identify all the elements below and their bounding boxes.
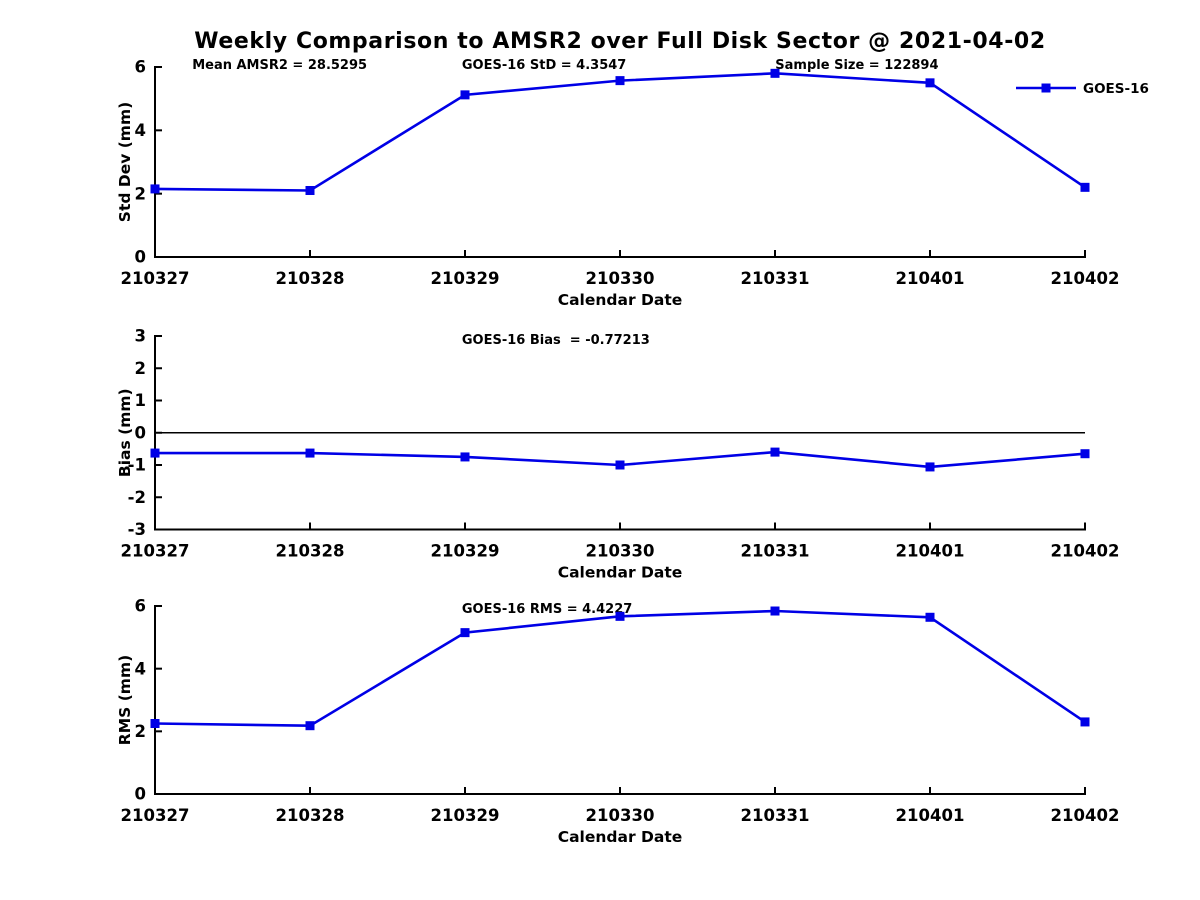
x-tick-label: 210402 (1051, 806, 1120, 825)
rms-ylabel: RMS (mm) (116, 655, 134, 745)
data-point-marker (615, 76, 625, 86)
x-tick-label: 210327 (121, 542, 190, 561)
y-tick-label: 0 (135, 423, 146, 442)
x-tick-label: 210330 (586, 806, 655, 825)
x-tick-label: 210329 (431, 269, 500, 288)
bias-annotation: GOES-16 Bias = -0.77213 (462, 333, 650, 348)
y-tick-label: 1 (135, 391, 146, 410)
y-tick-label: 4 (135, 121, 146, 140)
x-tick-label: 210331 (741, 806, 810, 825)
figure-title: Weekly Comparison to AMSR2 over Full Dis… (194, 29, 1046, 54)
legend-label: GOES-16 (1083, 81, 1149, 97)
x-tick-label: 210329 (431, 542, 500, 561)
x-tick-label: 210328 (276, 269, 345, 288)
y-tick-label: 2 (135, 722, 146, 741)
x-tick-label: 210327 (121, 806, 190, 825)
data-point-marker (305, 186, 315, 195)
x-tick-label: 210330 (586, 269, 655, 288)
y-tick-label: 4 (135, 659, 146, 678)
y-tick-label: 6 (135, 58, 146, 77)
y-tick-label: 3 (135, 327, 146, 346)
data-point-marker (460, 452, 470, 462)
data-point-marker (770, 68, 780, 78)
bias-subplot: -3 -2 -1 0 1 2 3 210327 210328 210329 210330 210331… (116, 327, 1119, 582)
std-dev-subplot: 0 2 4 6 210327 210328 210329 210330 210331 210401… (116, 58, 1149, 309)
x-tick-label: 210327 (121, 269, 190, 288)
rms-subplot: 0 2 4 6 210327 210328 210329 210330 210331 210401… (116, 597, 1119, 846)
rms-xlabel: Calendar Date (558, 828, 683, 846)
y-tick-label: 2 (135, 359, 146, 378)
y-tick-label: -2 (128, 488, 146, 507)
y-tick-label: 0 (135, 248, 146, 267)
data-point-marker (770, 447, 780, 457)
std-dev-annotation: GOES-16 StD = 4.3547 (462, 58, 626, 73)
x-tick-label: 210331 (741, 269, 810, 288)
y-tick-label: -3 (128, 520, 146, 539)
x-tick-label: 210401 (896, 542, 965, 561)
data-point-marker (925, 462, 935, 472)
std-dev-annotation: Sample Size = 122894 (775, 58, 938, 73)
std-dev-line (154, 72, 1086, 192)
data-point-marker (150, 719, 160, 728)
data-point-marker (1080, 717, 1090, 727)
data-point-marker (615, 611, 625, 621)
data-point-marker (305, 448, 315, 458)
data-point-marker (150, 184, 160, 194)
data-point-marker (1080, 449, 1090, 459)
data-point-marker (615, 460, 625, 470)
x-tick-label: 210330 (586, 542, 655, 561)
rms-line (154, 609, 1086, 727)
y-tick-label: 6 (135, 597, 146, 616)
x-tick-label: 210401 (896, 806, 965, 825)
data-point-marker (770, 606, 780, 616)
x-tick-label: 210331 (741, 542, 810, 561)
data-point-marker (150, 448, 160, 458)
data-point-marker (460, 90, 470, 100)
x-tick-label: 210402 (1051, 269, 1120, 288)
bias-xlabel: Calendar Date (558, 564, 683, 582)
x-tick-label: 210328 (276, 542, 345, 561)
data-point-marker (305, 721, 315, 731)
y-tick-label: -1 (128, 456, 146, 475)
x-tick-label: 210401 (896, 269, 965, 288)
x-tick-label: 210328 (276, 806, 345, 825)
legend-marker (1041, 83, 1051, 93)
std-dev-xlabel: Calendar Date (558, 291, 683, 309)
rms-annotation: GOES-16 RMS = 4.4227 (462, 602, 632, 617)
y-tick-label: 0 (135, 785, 146, 804)
x-tick-label: 210329 (431, 806, 500, 825)
data-point-marker (460, 628, 470, 638)
legend: GOES-16 (1016, 81, 1149, 97)
std-dev-ylabel: Std Dev (mm) (116, 102, 134, 222)
std-dev-annotation: Mean AMSR2 = 28.5295 (192, 58, 367, 73)
data-point-marker (925, 78, 935, 88)
y-tick-label: 2 (135, 184, 146, 203)
x-tick-label: 210402 (1051, 542, 1120, 561)
bias-ylabel: Bias (mm) (116, 388, 134, 477)
data-point-marker (925, 612, 935, 622)
data-point-marker (1080, 182, 1090, 192)
